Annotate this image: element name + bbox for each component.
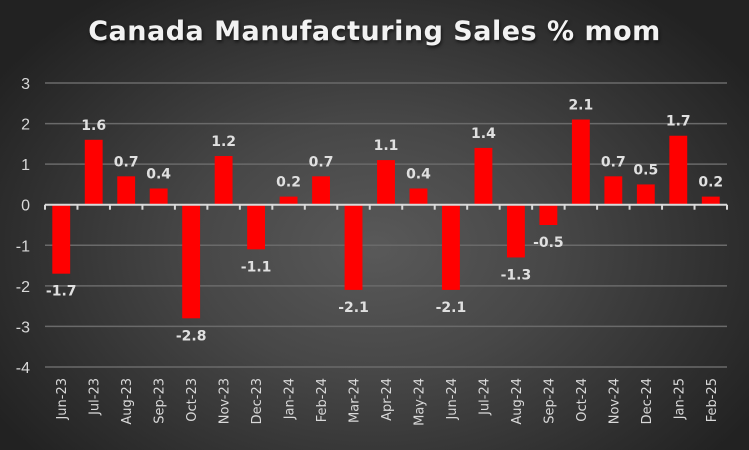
x-tick-label: Nov-23 <box>218 378 233 424</box>
bar <box>701 196 720 205</box>
data-label: 0.7 <box>601 154 626 170</box>
x-tick-label: Mar-24 <box>348 378 363 423</box>
bar <box>409 188 428 205</box>
x-tick-label: Nov-24 <box>607 378 622 424</box>
data-label: 1.7 <box>666 114 691 130</box>
data-label: -2.1 <box>436 300 467 316</box>
data-label: -2.8 <box>176 328 207 344</box>
y-tick-label: -1 <box>16 238 30 255</box>
x-tick-label: Oct-23 <box>185 378 200 422</box>
data-label: -1.1 <box>241 259 272 275</box>
data-label: 0.7 <box>114 154 139 170</box>
bar <box>669 135 688 205</box>
x-tick-label: Aug-23 <box>120 378 135 425</box>
x-tick-label: Jun-24 <box>445 378 460 421</box>
y-tick-label: 2 <box>21 117 30 134</box>
x-tick-label: Oct-24 <box>575 378 590 422</box>
x-tick-label: Sep-23 <box>153 378 168 424</box>
data-label: -0.5 <box>533 235 564 251</box>
bar <box>571 119 590 205</box>
bar <box>344 204 363 290</box>
data-label: -1.3 <box>501 267 532 283</box>
x-tick-label: Jan-24 <box>283 378 298 420</box>
x-tick-label: Feb-24 <box>315 378 330 422</box>
bar <box>377 160 395 205</box>
y-tick-label: -2 <box>16 279 30 296</box>
data-label: 1.2 <box>211 134 236 150</box>
x-tick-label: Sep-24 <box>542 378 557 424</box>
data-label: 1.6 <box>81 118 106 134</box>
bar <box>117 176 136 205</box>
x-axis-ticks: Jun-23 Jul-23 Aug-23 Sep-23 Oct-23 Nov-23 Dec-… <box>55 378 720 426</box>
y-axis-ticks: 3 2 1 0 -1 -2 -3 -4 <box>16 76 30 377</box>
bar <box>312 176 330 205</box>
data-label: 0.7 <box>309 154 334 170</box>
x-tick-label: Dec-23 <box>250 378 265 424</box>
y-tick-label: 0 <box>21 198 30 215</box>
bars <box>52 119 720 319</box>
y-tick-label: 3 <box>21 76 30 93</box>
y-tick-label: 1 <box>21 157 30 174</box>
x-tick-label: Dec-24 <box>640 378 655 424</box>
x-tick-label: Aug-24 <box>510 378 525 425</box>
chart-title: Canada Manufacturing Sales % mom <box>88 16 661 47</box>
x-tick-label: Jul-23 <box>88 378 103 416</box>
data-label: 0.2 <box>276 175 301 191</box>
bar <box>279 196 298 205</box>
bar <box>247 204 266 250</box>
bar <box>636 184 655 205</box>
x-tick-label: May-24 <box>412 378 427 426</box>
bar <box>442 204 460 290</box>
y-tick-label: -3 <box>16 319 30 336</box>
bar <box>149 188 168 205</box>
x-tick-label: Jul-24 <box>477 378 492 416</box>
x-axis <box>44 203 728 210</box>
bar <box>604 176 623 205</box>
x-tick-label: Feb-25 <box>705 378 720 422</box>
data-label: 0.4 <box>146 166 171 182</box>
bar <box>182 204 201 319</box>
data-label: 2.1 <box>568 98 593 114</box>
bar <box>52 204 71 274</box>
data-label: 0.4 <box>406 166 431 182</box>
data-labels: -1.7 1.6 0.7 0.4 -2.8 1.2 -1.1 0.2 0.7 -2.1 1.1 0.4… <box>46 98 723 345</box>
data-label: -1.7 <box>46 284 77 300</box>
bar <box>84 139 103 205</box>
y-tick-label: -4 <box>16 360 30 377</box>
data-label: 0.5 <box>633 162 658 178</box>
x-tick-label: Jun-23 <box>55 378 70 421</box>
bar <box>474 147 493 205</box>
data-label: 1.1 <box>374 138 399 154</box>
bar <box>539 204 558 225</box>
bar <box>214 156 233 205</box>
data-label: 0.2 <box>698 175 723 191</box>
data-label: -2.1 <box>338 300 369 316</box>
data-label: 1.4 <box>471 126 496 142</box>
x-tick-label: Jan-25 <box>672 378 687 420</box>
x-tick-label: Apr-24 <box>380 378 395 421</box>
gridlines <box>45 82 727 368</box>
bar <box>506 204 525 258</box>
